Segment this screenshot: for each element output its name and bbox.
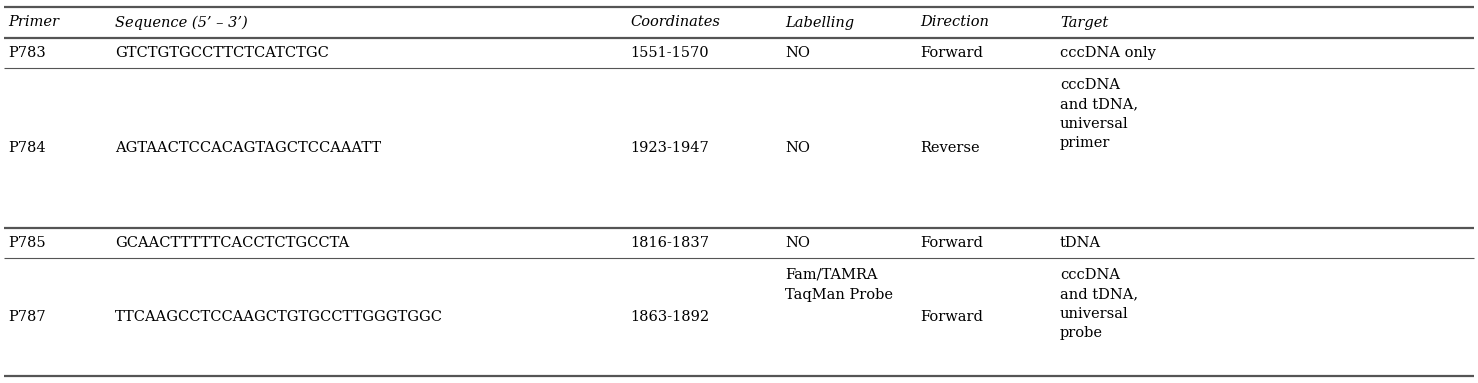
Text: AGTAACTCCACAGTAGCTCCAAATT: AGTAACTCCACAGTAGCTCCAAATT [115, 141, 381, 155]
Text: NO: NO [785, 236, 810, 250]
Text: Fam/TAMRA
TaqMan Probe: Fam/TAMRA TaqMan Probe [785, 268, 893, 301]
Text: cccDNA
and tDNA,
universal
probe: cccDNA and tDNA, universal probe [1060, 268, 1138, 340]
Text: 1816-1837: 1816-1837 [630, 236, 709, 250]
Text: P783: P783 [7, 46, 46, 60]
Text: Target: Target [1060, 15, 1108, 29]
Text: Forward: Forward [919, 310, 983, 324]
Text: 1923-1947: 1923-1947 [630, 141, 709, 155]
Text: Forward: Forward [919, 46, 983, 60]
Text: Forward: Forward [919, 236, 983, 250]
Text: GCAACTTTTTCACCTCTGCCTA: GCAACTTTTTCACCTCTGCCTA [115, 236, 349, 250]
Text: P784: P784 [7, 141, 46, 155]
Text: 1551-1570: 1551-1570 [630, 46, 708, 60]
Text: P785: P785 [7, 236, 46, 250]
Text: Reverse: Reverse [919, 141, 980, 155]
Text: tDNA: tDNA [1060, 236, 1101, 250]
Text: P787: P787 [7, 310, 46, 324]
Text: Labelling: Labelling [785, 15, 854, 29]
Text: NO: NO [785, 46, 810, 60]
Text: NO: NO [785, 141, 810, 155]
Text: cccDNA
and tDNA,
universal
primer: cccDNA and tDNA, universal primer [1060, 78, 1138, 151]
Text: GTCTGTGCCTTCTCATCTGC: GTCTGTGCCTTCTCATCTGC [115, 46, 330, 60]
Text: Sequence (5’ – 3’): Sequence (5’ – 3’) [115, 15, 248, 30]
Text: Direction: Direction [919, 15, 989, 29]
Text: TTCAAGCCTCCAAGCTGTGCCTTGGGTGGC: TTCAAGCCTCCAAGCTGTGCCTTGGGTGGC [115, 310, 443, 324]
Text: cccDNA only: cccDNA only [1060, 46, 1156, 60]
Text: 1863-1892: 1863-1892 [630, 310, 709, 324]
Text: Primer: Primer [7, 15, 59, 29]
Text: Coordinates: Coordinates [630, 15, 720, 29]
